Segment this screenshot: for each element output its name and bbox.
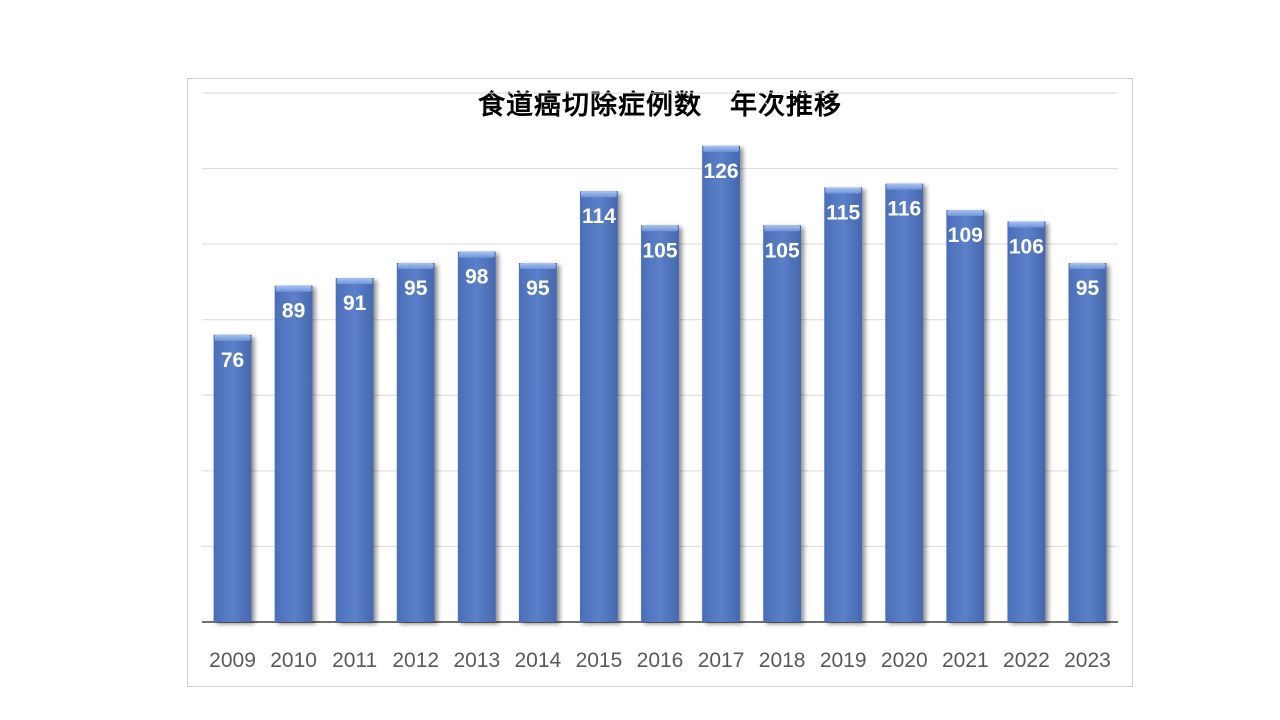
bar-cap: [458, 251, 495, 258]
bar-group: [335, 278, 374, 622]
data-label: 95: [404, 277, 428, 300]
data-label: 109: [948, 224, 983, 247]
data-label: 95: [526, 277, 550, 300]
bar-cap: [764, 225, 801, 232]
data-label: 114: [582, 205, 616, 228]
bar: [763, 225, 802, 622]
bar-cap: [947, 210, 984, 217]
bar: [457, 251, 496, 622]
bar: [213, 334, 252, 622]
x-tick-label: 2018: [759, 649, 806, 672]
x-tick-label: 2012: [392, 649, 439, 672]
x-tick-label: 2019: [820, 649, 867, 672]
data-label: 95: [1076, 277, 1100, 300]
bar: [1068, 263, 1107, 622]
bar-cap: [581, 191, 617, 198]
bar-cap: [1008, 221, 1045, 228]
x-tick-label: 2021: [942, 649, 989, 672]
bar: [580, 191, 618, 622]
chart-title: 食道癌切除症例数 年次推移: [478, 90, 842, 121]
bar-group: [1007, 221, 1046, 622]
bar: [274, 285, 313, 622]
bar: [702, 145, 740, 622]
bar-cap: [397, 263, 434, 270]
x-tick-label: 2016: [637, 649, 684, 672]
bar-cap: [214, 334, 251, 341]
bar-group: [457, 251, 496, 622]
data-label: 116: [887, 198, 921, 221]
data-label: 76: [221, 349, 244, 372]
bar: [335, 278, 374, 622]
bar: [885, 183, 924, 622]
data-label: 105: [642, 239, 677, 262]
bar-cap: [336, 278, 373, 285]
bar-group: [1068, 263, 1107, 622]
x-tick-label: 2009: [209, 649, 256, 672]
bar-group: [580, 191, 618, 622]
data-label: 98: [465, 266, 489, 289]
bar-group: [702, 145, 740, 622]
x-tick-label: 2022: [1003, 649, 1050, 672]
bar: [641, 225, 679, 622]
x-tick-label: 2014: [515, 649, 562, 672]
bar: [518, 263, 557, 622]
x-tick-label: 2017: [698, 649, 745, 672]
x-tick-label: 2020: [881, 649, 928, 672]
data-label: 115: [826, 201, 860, 224]
bar-cap: [703, 145, 739, 152]
bar: [824, 187, 863, 622]
bar-cap: [1069, 263, 1106, 270]
bar-group: [396, 263, 435, 622]
data-label: 105: [765, 239, 800, 262]
bar-group: [641, 225, 679, 622]
data-label: 126: [704, 160, 739, 183]
bar-cap: [519, 263, 556, 270]
bar-cap: [886, 183, 923, 190]
bar-cap: [275, 285, 312, 292]
bar-group: [824, 187, 863, 622]
data-label: 89: [282, 300, 305, 323]
bar-group: [946, 210, 985, 622]
bar-group: [274, 285, 313, 622]
data-labels: 76 89 91 95 98 95 114 105 126 105 115 116 109 106 95: [221, 160, 1100, 372]
x-tick-label: 2011: [332, 649, 377, 672]
x-tick-label: 2013: [453, 649, 500, 672]
data-label: 106: [1009, 235, 1044, 258]
bar-group: [213, 334, 252, 622]
bar-group: [518, 263, 557, 622]
bar-group: [885, 183, 924, 622]
x-tick-label: 2023: [1064, 649, 1111, 672]
bars: [213, 145, 1107, 622]
bar: [396, 263, 435, 622]
bar-cap: [642, 225, 678, 232]
bar: [1007, 221, 1046, 622]
bar-cap: [825, 187, 862, 194]
x-tick-label: 2015: [576, 649, 623, 672]
bar-group: [763, 225, 802, 622]
bar: [946, 210, 985, 622]
x-tick-label: 2010: [270, 649, 317, 672]
data-label: 91: [343, 292, 367, 315]
x-axis-ticks: 2009 2010 2011 2012 2013 2014 2015 2016 2017 2018…: [209, 649, 1111, 672]
